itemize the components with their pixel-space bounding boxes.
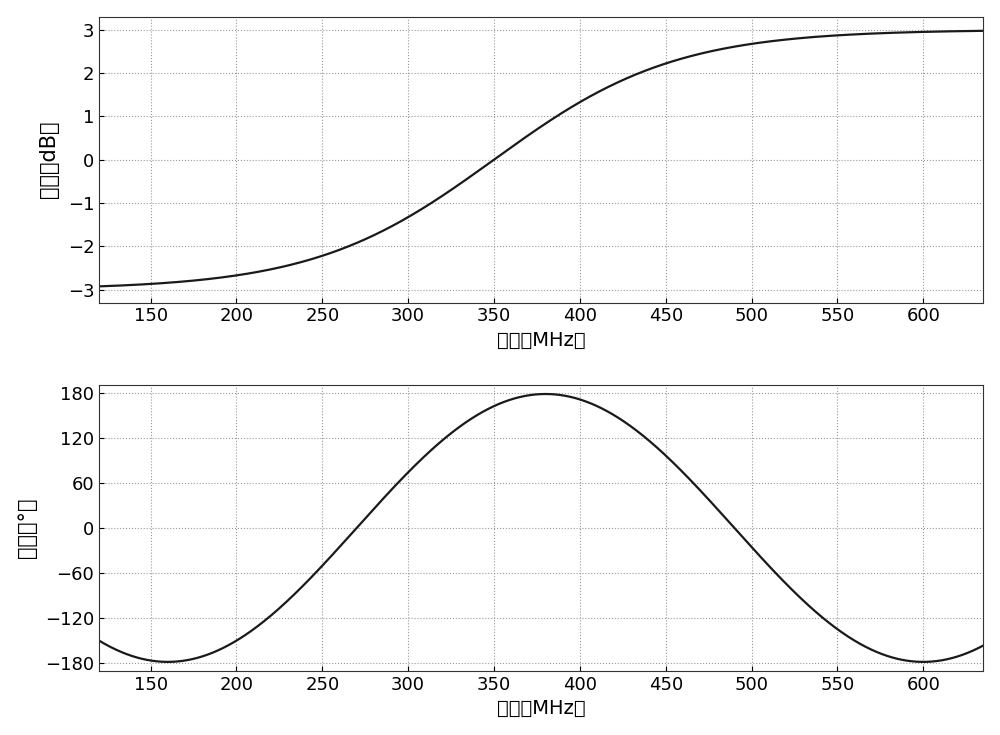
- Y-axis label: 相位（°）: 相位（°）: [17, 498, 37, 558]
- X-axis label: 频率（MHz）: 频率（MHz）: [497, 699, 586, 718]
- X-axis label: 频率（MHz）: 频率（MHz）: [497, 331, 586, 350]
- Y-axis label: 幅度（dB）: 幅度（dB）: [39, 121, 59, 198]
